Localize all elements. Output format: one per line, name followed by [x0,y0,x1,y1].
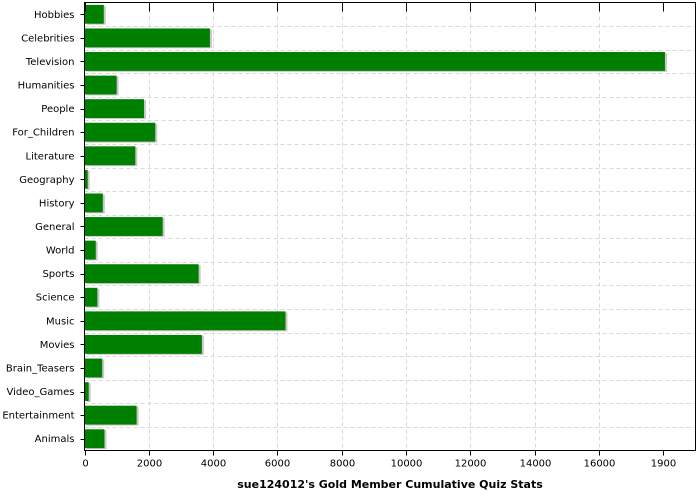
x-tick-label: 8000 [330,459,355,470]
x-tick-label: 6000 [265,459,290,470]
category-label-history: History [39,198,75,209]
category-label-entertainment: Entertainment [2,411,74,422]
bar-literature [84,146,136,166]
x-axis-title: sue124012's Gold Member Cumulative Quiz … [237,478,543,491]
category-label-brain-teasers: Brain_Teasers [6,363,75,374]
category-label-music: Music [46,316,74,327]
x-tick-label: 10000 [391,459,423,470]
category-label-celebrities: Celebrities [21,33,74,44]
category-label-animals: Animals [35,434,75,445]
category-label-for-children: For_Children [12,128,74,139]
category-label-television: Television [25,57,75,68]
bar-music [84,311,286,331]
category-label-science: Science [36,293,75,304]
x-tick-label: 1900 [651,459,676,470]
category-label-hobbies: Hobbies [34,10,74,21]
bar-for-children [84,122,156,142]
x-tick-label: 16000 [584,459,616,470]
x-tick-label: 12000 [455,459,487,470]
category-label-movies: Movies [40,340,75,351]
category-label-literature: Literature [26,151,75,162]
bar-humanities [84,75,117,95]
bar-sports [84,264,199,284]
category-label-humanities: Humanities [18,81,75,92]
labels-layer: 0 2000 4000 6000 8000 10000 12000 14000 16000 190… [2,10,676,470]
bar-video-games [84,382,89,401]
category-label-video-games: Video_Games [7,387,75,398]
x-tick-label: 2000 [137,459,162,470]
grid-layer [84,2,696,451]
bar-history [84,193,103,213]
bar-entertainment [84,405,137,425]
category-label-people: People [41,104,74,115]
bar-celebrities [84,28,210,48]
bar-people [84,99,144,119]
x-tick-label: 0 [82,459,88,470]
bar-television [84,52,665,71]
bar-animals [84,429,105,449]
bar-world [84,240,96,260]
category-label-sports: Sports [42,269,74,280]
bar-shadow-geography [86,170,90,190]
bar-brain-teasers [84,358,103,378]
bar-geography [84,169,88,189]
category-label-geography: Geography [19,175,74,186]
category-label-world: World [46,246,75,257]
bar-science [84,287,98,307]
axis-layer [80,2,696,456]
bar-hobbies [84,4,104,24]
bar-general [84,217,163,236]
x-tick-label: 14000 [520,459,552,470]
bar-movies [84,334,202,354]
bars-layer [84,4,667,450]
category-label-general: General [35,222,74,233]
x-tick-label: 4000 [201,459,226,470]
